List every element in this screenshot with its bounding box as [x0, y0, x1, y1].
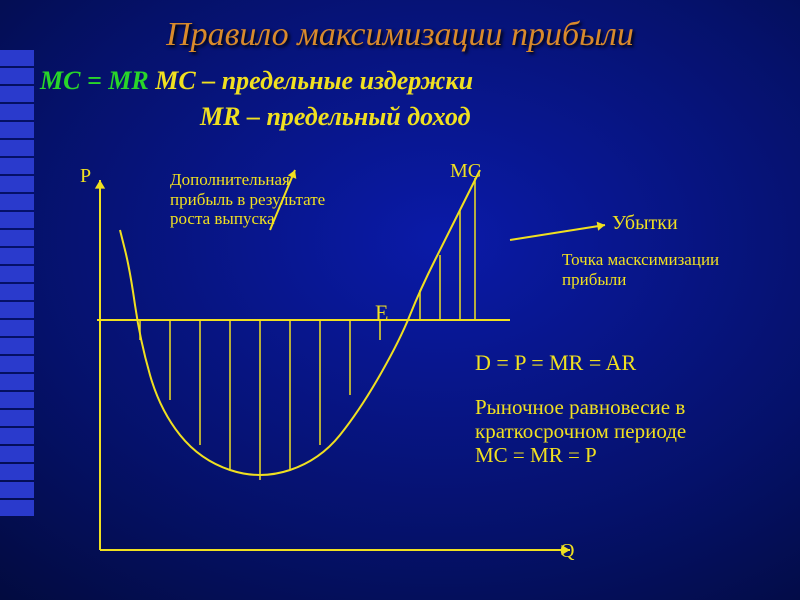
- point-e-label: E: [375, 300, 388, 326]
- annot-demand: D = P = MR = AR: [475, 350, 636, 375]
- slide: Правило максимизации прибыли MC = MR MC …: [0, 0, 800, 600]
- mc-curve-label: MC: [450, 160, 481, 183]
- annot-profit: Дополнительнаяприбыль в результатероста …: [170, 170, 325, 229]
- sidebar-decoration: [0, 50, 34, 516]
- annot-loss: Убытки: [612, 212, 678, 235]
- axis-p-label: P: [80, 165, 91, 188]
- axis-q-label: Q: [560, 540, 574, 563]
- slide-title: Правило максимизации прибыли: [0, 16, 800, 54]
- subtitle-line-2: MR – предельный доход: [200, 102, 471, 132]
- mc-definition: MC – предельные издержки: [149, 66, 473, 95]
- annot-equil: Рыночное равновесие вкраткосрочном перио…: [475, 395, 686, 467]
- chart-area: P Q Дополнительнаяприбыль в результатеро…: [60, 170, 760, 590]
- annot-maxpoint: Точка масксимизацииприбыли: [562, 250, 719, 289]
- equation-mc-mr: MC = MR: [40, 66, 149, 95]
- subtitle-line-1: MC = MR MC – предельные издержки: [40, 66, 473, 96]
